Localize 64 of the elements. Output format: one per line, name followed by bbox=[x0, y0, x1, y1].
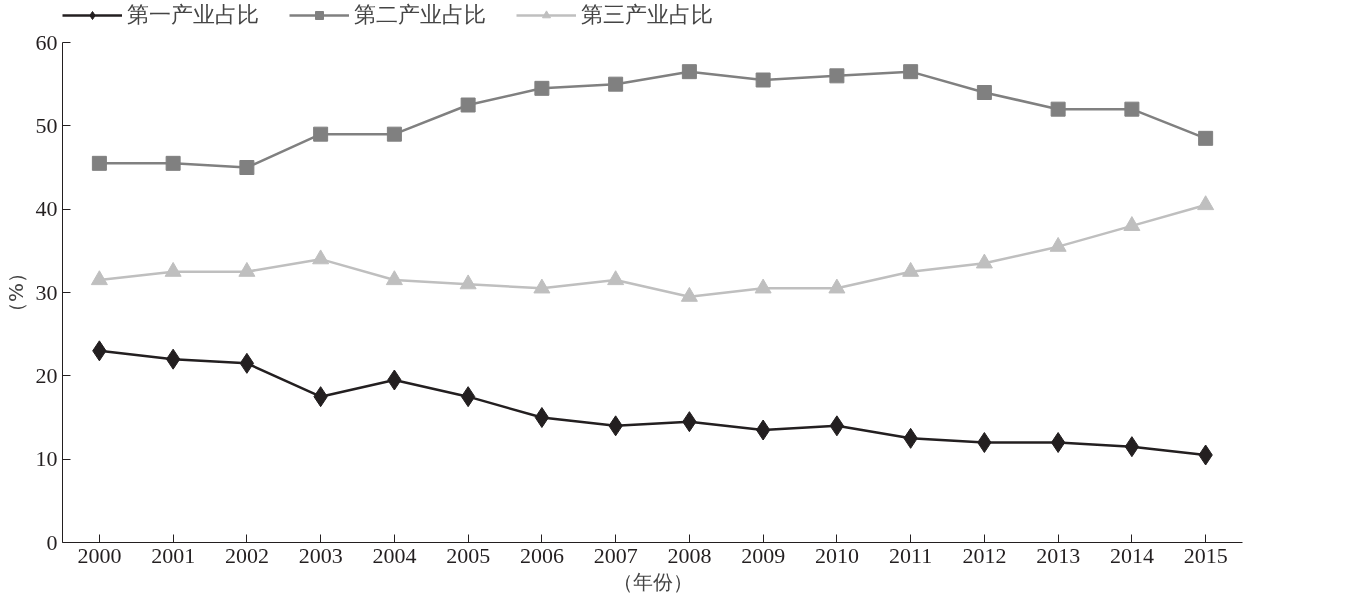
point bbox=[460, 97, 476, 113]
x-tick-label: 2014 bbox=[1109, 542, 1154, 568]
point bbox=[386, 126, 402, 142]
point bbox=[755, 419, 771, 441]
point bbox=[977, 432, 992, 453]
x-tick-label: 2000 bbox=[77, 542, 122, 568]
legend-label: 第一产业占比 bbox=[127, 1, 259, 29]
point bbox=[312, 249, 330, 265]
point bbox=[608, 76, 624, 92]
point bbox=[975, 253, 993, 269]
x-tick-label: 2015 bbox=[1183, 542, 1228, 568]
y-tick-label: 40 bbox=[35, 196, 58, 222]
point bbox=[534, 407, 550, 428]
point bbox=[165, 348, 181, 370]
point bbox=[681, 64, 697, 80]
y-tick-label: 10 bbox=[35, 446, 58, 472]
point bbox=[91, 155, 107, 171]
point bbox=[1198, 130, 1214, 146]
point bbox=[239, 352, 255, 374]
y-tick-label: 60 bbox=[35, 29, 58, 55]
point bbox=[1050, 101, 1066, 117]
point bbox=[165, 155, 181, 171]
point bbox=[533, 278, 551, 294]
point bbox=[1124, 436, 1140, 458]
point bbox=[607, 270, 625, 286]
y-tick-label: 0 bbox=[46, 529, 58, 555]
x-tick-label: 2004 bbox=[372, 542, 417, 568]
x-tick-label: 2003 bbox=[298, 542, 343, 568]
legend-label: 第二产业占比 bbox=[354, 1, 486, 29]
point bbox=[1124, 101, 1140, 117]
x-tick-label: 2006 bbox=[519, 542, 564, 568]
point bbox=[385, 270, 403, 286]
x-tick-label: 2011 bbox=[889, 542, 933, 568]
point bbox=[1123, 216, 1141, 231]
point bbox=[976, 85, 992, 100]
x-tick-label: 2012 bbox=[962, 542, 1007, 568]
x-tick-label: 2009 bbox=[741, 542, 786, 568]
point bbox=[829, 415, 845, 437]
point bbox=[90, 270, 108, 286]
point bbox=[1197, 195, 1215, 211]
point bbox=[755, 72, 771, 88]
point bbox=[828, 278, 846, 294]
legend-label: 第三产业占比 bbox=[581, 1, 713, 29]
y-tick-label: 30 bbox=[35, 279, 58, 305]
point bbox=[534, 80, 550, 96]
point bbox=[239, 160, 255, 175]
point bbox=[459, 274, 477, 290]
point bbox=[754, 278, 772, 294]
x-tick-label: 2007 bbox=[593, 542, 638, 568]
point bbox=[903, 64, 919, 80]
y-tick-label: 20 bbox=[35, 362, 58, 388]
point bbox=[460, 386, 476, 408]
x-tick-label: 2005 bbox=[446, 542, 491, 568]
x-tick-label: 2001 bbox=[151, 542, 196, 568]
point bbox=[1050, 432, 1066, 453]
y-tick-label: 50 bbox=[35, 112, 58, 138]
x-tick-label: 2002 bbox=[224, 542, 269, 568]
y-axis-title: （%） bbox=[3, 262, 28, 322]
x-axis-title: （年份） bbox=[612, 569, 693, 594]
x-tick-label: 2008 bbox=[667, 542, 712, 568]
x-tick-label: 2013 bbox=[1036, 542, 1081, 568]
point bbox=[829, 68, 845, 84]
point bbox=[313, 126, 329, 142]
x-tick-label: 2010 bbox=[814, 542, 859, 568]
